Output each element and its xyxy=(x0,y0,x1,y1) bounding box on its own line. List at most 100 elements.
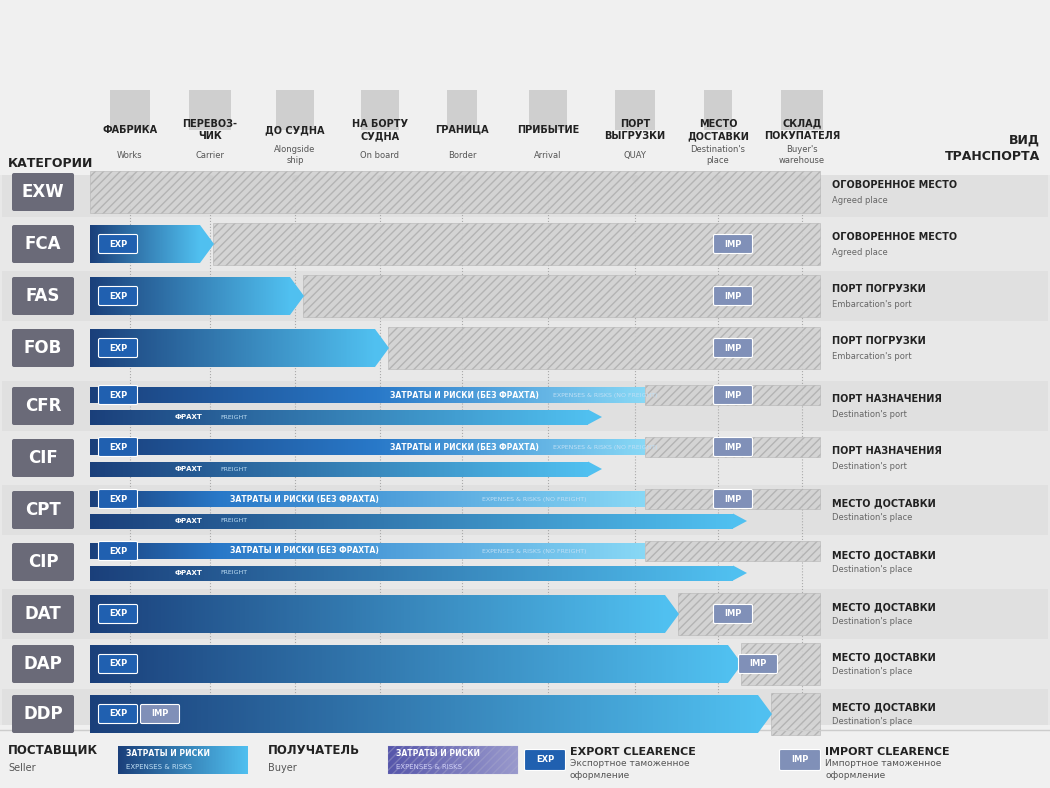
Bar xyxy=(317,514,319,529)
Bar xyxy=(638,595,640,633)
Bar xyxy=(311,695,313,733)
Bar xyxy=(633,695,635,733)
Bar xyxy=(613,645,615,683)
FancyBboxPatch shape xyxy=(99,437,138,456)
Bar xyxy=(752,695,754,733)
Bar xyxy=(292,543,294,559)
Bar xyxy=(720,514,722,529)
Bar xyxy=(667,645,669,683)
Bar xyxy=(195,514,197,529)
Bar xyxy=(401,491,403,507)
Bar xyxy=(638,514,640,529)
Bar xyxy=(339,514,341,529)
Bar xyxy=(243,543,244,559)
Bar xyxy=(359,543,360,559)
Bar xyxy=(270,543,271,559)
Bar xyxy=(147,595,149,633)
Bar xyxy=(348,514,350,529)
Bar xyxy=(373,645,375,683)
Bar xyxy=(609,595,611,633)
Bar xyxy=(274,410,276,425)
Bar xyxy=(530,462,531,477)
Bar xyxy=(583,566,585,581)
Bar xyxy=(488,595,490,633)
Bar xyxy=(433,595,435,633)
Bar xyxy=(293,462,294,477)
Bar xyxy=(622,514,624,529)
Bar xyxy=(469,543,470,559)
Bar xyxy=(355,695,357,733)
Bar xyxy=(262,543,264,559)
Bar xyxy=(124,514,126,529)
Bar xyxy=(249,491,250,507)
Bar xyxy=(587,514,589,529)
Bar xyxy=(562,695,564,733)
Bar xyxy=(246,645,248,683)
Bar xyxy=(747,695,749,733)
Bar xyxy=(663,645,665,683)
Bar xyxy=(416,410,417,425)
Bar xyxy=(503,645,505,683)
Bar xyxy=(99,514,101,529)
Bar xyxy=(522,462,523,477)
Bar xyxy=(364,595,366,633)
Bar xyxy=(511,695,513,733)
Bar xyxy=(615,543,616,559)
Bar xyxy=(130,462,131,477)
Bar xyxy=(162,462,163,477)
Text: Alongside
ship: Alongside ship xyxy=(274,145,316,165)
Bar xyxy=(634,514,636,529)
Bar xyxy=(360,410,362,425)
Bar xyxy=(393,543,394,559)
Bar xyxy=(536,543,538,559)
FancyBboxPatch shape xyxy=(525,749,566,771)
Bar xyxy=(475,543,477,559)
Bar xyxy=(624,491,625,507)
Bar xyxy=(432,462,434,477)
Bar xyxy=(330,566,332,581)
Text: Agreed place: Agreed place xyxy=(832,195,887,205)
Bar xyxy=(311,514,313,529)
Bar xyxy=(597,695,600,733)
Bar xyxy=(460,595,462,633)
Bar xyxy=(578,491,579,507)
Bar xyxy=(326,595,328,633)
Bar xyxy=(731,566,733,581)
Bar xyxy=(426,514,428,529)
Bar xyxy=(738,695,740,733)
Bar xyxy=(281,491,282,507)
Bar xyxy=(369,645,371,683)
Text: ПОРТ НАЗНАЧЕНИЯ: ПОРТ НАЗНАЧЕНИЯ xyxy=(832,446,942,456)
Bar xyxy=(246,491,247,507)
Bar xyxy=(604,543,606,559)
Bar xyxy=(509,543,510,559)
Bar xyxy=(323,566,326,581)
Bar xyxy=(161,595,163,633)
Bar xyxy=(655,595,657,633)
Bar xyxy=(710,566,712,581)
Bar xyxy=(417,410,419,425)
Bar xyxy=(554,410,556,425)
Bar xyxy=(377,645,379,683)
Bar xyxy=(570,543,571,559)
Bar xyxy=(412,566,414,581)
Bar xyxy=(320,491,322,507)
Bar xyxy=(563,491,564,507)
Bar xyxy=(312,543,314,559)
FancyBboxPatch shape xyxy=(99,489,138,508)
Bar xyxy=(411,595,412,633)
Bar xyxy=(408,595,411,633)
Bar xyxy=(311,491,312,507)
Bar xyxy=(632,491,633,507)
Bar xyxy=(617,566,620,581)
Bar xyxy=(579,566,581,581)
Bar xyxy=(470,491,473,507)
Bar xyxy=(563,543,564,559)
Bar xyxy=(677,566,679,581)
Bar xyxy=(239,462,242,477)
Bar xyxy=(214,595,216,633)
Bar xyxy=(173,410,174,425)
Bar xyxy=(657,595,659,633)
Bar xyxy=(340,543,342,559)
Bar xyxy=(101,645,103,683)
